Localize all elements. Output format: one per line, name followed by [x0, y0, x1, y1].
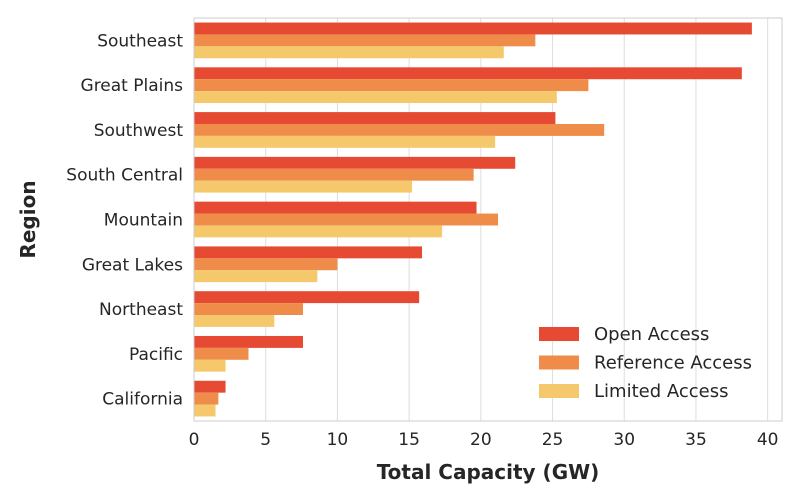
bar-reference-access — [194, 347, 249, 360]
legend-swatch — [539, 355, 579, 370]
y-tick-label: California — [102, 390, 183, 410]
bar-limited-access — [194, 91, 557, 104]
bar-limited-access — [194, 359, 226, 372]
bar-open-access — [194, 67, 742, 80]
bars — [194, 22, 752, 417]
bar-limited-access — [194, 225, 443, 238]
y-tick-label: South Central — [66, 166, 183, 186]
y-tick-label: Northeast — [99, 300, 183, 320]
x-tick-labels: 0 5 10 15 20 25 30 35 40 — [189, 430, 779, 450]
bar-open-access — [194, 112, 556, 124]
bar-limited-access — [194, 180, 412, 193]
bar-limited-access — [194, 270, 318, 283]
bar-limited-access — [194, 135, 496, 148]
legend-label: Limited Access — [594, 381, 728, 402]
legend-label: Reference Access — [594, 353, 752, 374]
bar-reference-access — [194, 258, 338, 271]
x-tick-label: 5 — [260, 430, 271, 450]
bar-reference-access — [194, 303, 303, 316]
bar-open-access — [194, 380, 226, 393]
x-tick-label: 30 — [613, 430, 635, 450]
y-tick-label: Great Plains — [81, 76, 184, 96]
legend-label: Open Access — [594, 324, 709, 345]
bar-reference-access — [194, 123, 605, 136]
y-tick-labels: Southeast Great Plains Southwest South Cent… — [66, 31, 183, 409]
bar-open-access — [194, 156, 516, 169]
y-tick-label: Pacific — [129, 345, 183, 365]
legend: Open Access Reference Access Limited Acces… — [539, 324, 752, 402]
y-axis-title: Region — [16, 180, 40, 258]
x-tick-label: 0 — [189, 430, 200, 450]
bar-open-access — [194, 246, 423, 259]
y-tick-label: Southwest — [94, 121, 184, 141]
bar-reference-access — [194, 79, 589, 92]
bar-open-access — [194, 335, 303, 348]
plot-frame — [193, 17, 783, 422]
y-tick-label: Great Lakes — [82, 255, 183, 275]
bar-reference-access — [194, 34, 536, 47]
bar-reference-access — [194, 213, 499, 226]
bar-open-access — [194, 201, 477, 214]
bar-open-access — [194, 291, 420, 304]
x-tick-label: 10 — [327, 430, 349, 450]
bar-limited-access — [194, 404, 216, 417]
bar-open-access — [194, 22, 752, 35]
y-tick-label: Southeast — [97, 31, 183, 51]
x-tick-label: 25 — [542, 430, 564, 450]
bar-limited-access — [194, 315, 275, 327]
legend-swatch — [539, 327, 579, 341]
bar-limited-access — [194, 46, 504, 59]
x-tick-label: 35 — [685, 430, 707, 450]
bar-reference-access — [194, 392, 219, 405]
x-tick-label: 20 — [470, 430, 492, 450]
x-tick-label: 40 — [757, 430, 779, 450]
bar-reference-access — [194, 168, 474, 181]
x-axis-title: Total Capacity (GW) — [377, 460, 600, 484]
y-tick-label: Mountain — [104, 211, 183, 231]
x-tick-label: 15 — [398, 430, 420, 450]
legend-swatch — [539, 384, 579, 398]
